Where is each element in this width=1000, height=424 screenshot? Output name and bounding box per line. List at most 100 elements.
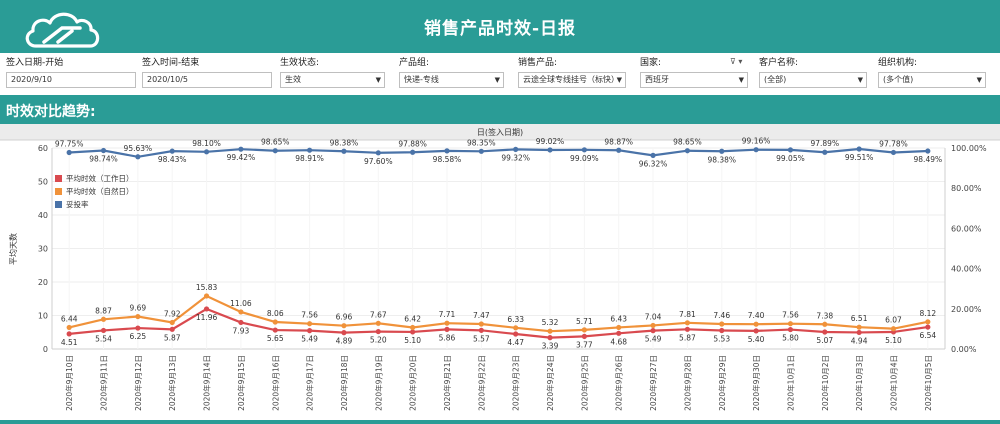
data-point: [135, 313, 141, 320]
data-point: [444, 148, 450, 154]
filter-status: 生效状态: 生效 ▼: [280, 57, 385, 91]
y2-tick-label: 0.00%: [951, 345, 977, 354]
customer-select[interactable]: (全部) ▼: [759, 72, 867, 88]
data-label: 4.68: [610, 337, 627, 346]
data-label: 98.35%: [467, 138, 496, 147]
data-label: 5.10: [885, 336, 902, 345]
filter-label: 产品组:: [399, 58, 430, 68]
data-label: 5.87: [679, 333, 696, 342]
legend-swatch: [55, 175, 62, 182]
data-label: 5.40: [748, 335, 765, 344]
x-tick-label: 2020年9月15日: [236, 355, 246, 411]
y-tick-label: 10: [38, 312, 48, 321]
data-label: 7.40: [748, 311, 765, 320]
data-label: 98.91%: [295, 154, 324, 163]
data-point: [787, 326, 794, 333]
data-label: 95.63%: [124, 144, 153, 153]
status-select[interactable]: 生效 ▼: [280, 72, 385, 88]
data-label: 97.88%: [398, 139, 427, 148]
filter-clear-icon[interactable]: ⊽ ▾: [730, 57, 743, 66]
data-label: 5.71: [576, 317, 593, 326]
x-tick-label: 2020年10月4日: [888, 355, 898, 411]
data-label: 7.56: [301, 311, 318, 320]
data-point: [650, 152, 656, 158]
country-select[interactable]: 西班牙 ▼: [640, 72, 748, 88]
data-point: [616, 147, 622, 153]
data-label: 5.49: [645, 335, 662, 344]
x-tick-label: 2020年10月1日: [785, 355, 795, 411]
x-tick-label: 2020年9月13日: [167, 355, 177, 411]
data-point: [650, 322, 656, 329]
data-point: [66, 324, 72, 331]
x-tick-label: 2020年9月25日: [579, 355, 589, 411]
data-point: [513, 325, 519, 331]
data-point: [306, 328, 313, 334]
chart-title: 日(签入日期): [477, 127, 523, 137]
y-tick-label: 60: [38, 144, 48, 153]
data-point: [822, 329, 828, 335]
data-label: 3.39: [542, 342, 559, 351]
data-point: [238, 319, 244, 326]
data-point: [856, 329, 862, 336]
data-point: [787, 321, 794, 327]
x-tick-label: 2020年9月27日: [648, 355, 658, 411]
data-label: 5.54: [95, 334, 112, 343]
start-date-input[interactable]: 2020/9/10: [6, 72, 136, 88]
x-tick-label: 2020年9月20日: [408, 355, 418, 411]
data-point: [375, 150, 381, 156]
x-tick-label: 2020年9月11日: [99, 355, 109, 411]
y-tick-label: 0: [43, 345, 48, 354]
filter-label: 组织机构:: [878, 58, 918, 68]
data-label: 4.89: [336, 337, 353, 346]
organization-select[interactable]: (多个值) ▼: [878, 72, 986, 88]
data-label: 4.47: [507, 338, 524, 347]
data-point: [890, 149, 897, 156]
product-group-select[interactable]: 快递-专线 ▼: [399, 72, 504, 88]
cloud-logo: [25, 12, 100, 48]
data-point: [547, 335, 553, 341]
filter-product-group: 产品组: 快递-专线 ▼: [399, 57, 504, 91]
data-label: 5.53: [713, 334, 730, 343]
end-date-input[interactable]: 2020/10/5: [142, 72, 272, 88]
data-point: [341, 323, 347, 329]
filter-product: 销售产品: 云途全球专线挂号（标快） ▼: [518, 57, 626, 91]
data-point: [513, 331, 519, 337]
filter-start-date: 签入日期-开始 2020/9/10: [6, 57, 136, 91]
y-tick-label: 50: [38, 178, 48, 187]
data-label: 97.75%: [55, 140, 84, 149]
data-label: 9.69: [130, 304, 147, 313]
filter-label: 签入日期-开始: [6, 58, 64, 68]
data-point: [238, 309, 244, 315]
filter-label: 签入时间-结束: [142, 58, 200, 68]
data-label: 98.38%: [330, 138, 359, 147]
header: 销售产品时效-日报: [0, 0, 1000, 52]
x-tick-label: 2020年9月23日: [511, 355, 521, 411]
chart-area: 日(签入日期) 平均天数 0 10 20 30 40 50 60 0.00% 20.00% 40…: [0, 124, 1000, 420]
data-label: 11.06: [230, 299, 252, 308]
data-label: 7.67: [370, 310, 387, 319]
x-tick-label: 2020年9月10日: [64, 355, 74, 411]
x-tick-label: 2020年10月3日: [854, 355, 864, 411]
data-point: [410, 329, 416, 335]
trend-chart: 日(签入日期) 平均天数 0 10 20 30 40 50 60 0.00% 20.00% 40…: [0, 124, 1000, 411]
chevron-down-icon: ▼: [375, 76, 381, 84]
data-point: [444, 326, 450, 332]
x-tick-label: 2020年9月14日: [202, 355, 212, 411]
data-point: [856, 146, 862, 152]
data-label: 5.20: [370, 336, 387, 345]
data-point: [169, 326, 175, 332]
x-tick-label: 2020年9月28日: [682, 355, 692, 411]
data-point: [925, 148, 931, 154]
filter-customer: 客户名称: (全部) ▼: [759, 57, 867, 91]
data-point: [753, 321, 759, 327]
x-tick-label: 2020年9月26日: [614, 355, 624, 411]
data-point: [547, 328, 553, 334]
data-point: [581, 333, 587, 339]
y2-tick-label: 20.00%: [951, 305, 982, 314]
data-point: [719, 148, 725, 154]
product-select[interactable]: 云途全球专线挂号（标快） ▼: [518, 72, 626, 88]
data-label: 5.80: [782, 334, 799, 343]
data-label: 6.54: [919, 331, 936, 340]
data-point: [547, 147, 553, 153]
x-tick-label: 2020年9月19日: [373, 355, 383, 411]
